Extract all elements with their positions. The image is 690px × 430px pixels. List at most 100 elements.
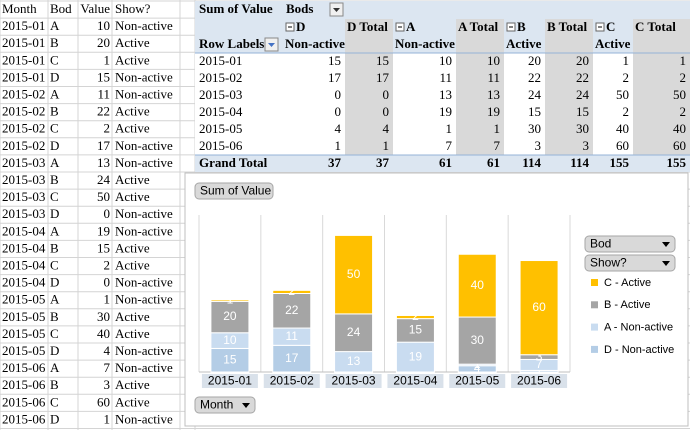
table-cell: 2015-03	[2, 172, 45, 187]
table-cell: 2015-04	[2, 223, 46, 238]
table-cell: C	[50, 394, 59, 409]
field-button[interactable]	[194, 182, 274, 200]
table-cell: Non-active	[115, 18, 173, 33]
table-cell: Non-active	[115, 411, 173, 426]
table-cell: B	[50, 104, 59, 119]
pivot-value: 7	[446, 138, 453, 153]
table-cell: 2015-02	[2, 104, 45, 119]
pivot-value: 10	[439, 53, 452, 68]
pivot-value: 19	[439, 104, 452, 119]
data-label: 2	[412, 309, 419, 323]
table-cell: Active	[115, 326, 150, 341]
table-cell: Active	[115, 121, 150, 136]
data-label: 17	[285, 351, 299, 365]
field-button[interactable]	[584, 254, 676, 272]
pivot-value: 1	[383, 138, 390, 153]
table-cell: Active	[115, 309, 150, 324]
table-cell: 60	[97, 394, 110, 409]
table-cell: D	[50, 206, 59, 221]
pivot-value: 20	[528, 53, 541, 68]
total-column	[345, 19, 393, 155]
pivot-value: 40	[616, 121, 629, 136]
column-group: C	[606, 19, 615, 34]
pivot-value: 1	[446, 121, 453, 136]
bar-segment	[210, 299, 250, 302]
pivot-value: 24	[576, 87, 590, 102]
table-cell: 2015-04	[2, 257, 46, 272]
column-header: Bod	[50, 1, 72, 16]
category-label: 2015-04	[393, 374, 437, 388]
table-cell: 2015-05	[2, 326, 45, 341]
table-cell: Active	[115, 240, 150, 255]
row-label: 2015-06	[199, 138, 243, 153]
grand-total-band	[195, 155, 690, 172]
legend-swatch	[591, 345, 598, 353]
table-cell: 1	[104, 52, 111, 67]
dropdown-arrow	[662, 261, 670, 266]
data-label: 19	[409, 349, 423, 363]
table-cell: Active	[115, 257, 150, 272]
table-cell: 2015-04	[2, 240, 46, 255]
pivot-value: 40	[673, 121, 686, 136]
table-cell: Non-active	[115, 69, 173, 84]
table-cell: 1	[104, 411, 111, 426]
data-label: 4	[474, 361, 481, 375]
field-button-label: Show?	[590, 256, 627, 270]
bar-segment	[272, 293, 312, 329]
data-label: 3	[536, 349, 543, 363]
data-label: 10	[223, 333, 237, 347]
pivot-value: 2	[680, 70, 687, 85]
column-subgroup: Active	[506, 36, 542, 51]
total-column	[545, 19, 593, 155]
table-cell: Non-active	[115, 343, 173, 358]
table-cell: 2015-06	[2, 411, 46, 426]
data-label: 60	[532, 300, 546, 314]
field-button[interactable]	[194, 396, 256, 414]
row-label: 2015-04	[199, 104, 243, 119]
pivot-value: 22	[576, 70, 589, 85]
table-cell: B	[50, 377, 59, 392]
category-label-bg	[511, 374, 568, 388]
legend-swatch	[591, 301, 598, 309]
table-cell: C	[50, 52, 59, 67]
pivot-value: 1	[623, 53, 630, 68]
table-cell: A	[50, 18, 60, 33]
field-button[interactable]	[584, 235, 676, 253]
legend-swatch	[591, 323, 598, 331]
legend-label: C - Active	[604, 277, 651, 289]
table-cell: 2015-05	[2, 343, 45, 358]
table-cell: C	[50, 257, 59, 272]
category-label: 2015-06	[517, 374, 561, 388]
pivot-value: 10	[487, 53, 500, 68]
column-field: Bods	[286, 1, 313, 16]
category-label-bg	[201, 374, 258, 388]
bar-segment	[395, 314, 435, 320]
column-group: A	[406, 19, 416, 34]
bar-segment	[519, 260, 559, 356]
table-cell: A	[50, 223, 60, 238]
data-label: 40	[471, 278, 485, 292]
pivot-value: 17	[376, 70, 390, 85]
column-group: B	[517, 19, 526, 34]
table-cell: 30	[97, 309, 110, 324]
table-cell: 2	[104, 257, 111, 272]
table-cell: 2015-02	[2, 86, 45, 101]
pivot-value: 2	[680, 104, 687, 119]
legend-label: D - Non-active	[604, 344, 674, 356]
total-column	[456, 19, 504, 155]
table-cell: Non-active	[115, 360, 173, 375]
field-button-label: Sum of Value	[200, 184, 271, 198]
table-cell: Non-active	[115, 86, 173, 101]
pivot-value: 155	[610, 155, 630, 170]
table-cell: Active	[115, 104, 150, 119]
dropdown-arrow	[242, 403, 250, 408]
table-cell: 0	[104, 275, 111, 290]
table-cell: Active	[115, 394, 150, 409]
table-cell: D	[50, 69, 59, 84]
bar-segment	[334, 234, 374, 315]
bar-segment	[457, 253, 497, 318]
data-label: 20	[223, 309, 237, 323]
category-label-bg	[449, 374, 506, 388]
data-label: 15	[223, 352, 237, 366]
table-cell: Active	[115, 35, 150, 50]
